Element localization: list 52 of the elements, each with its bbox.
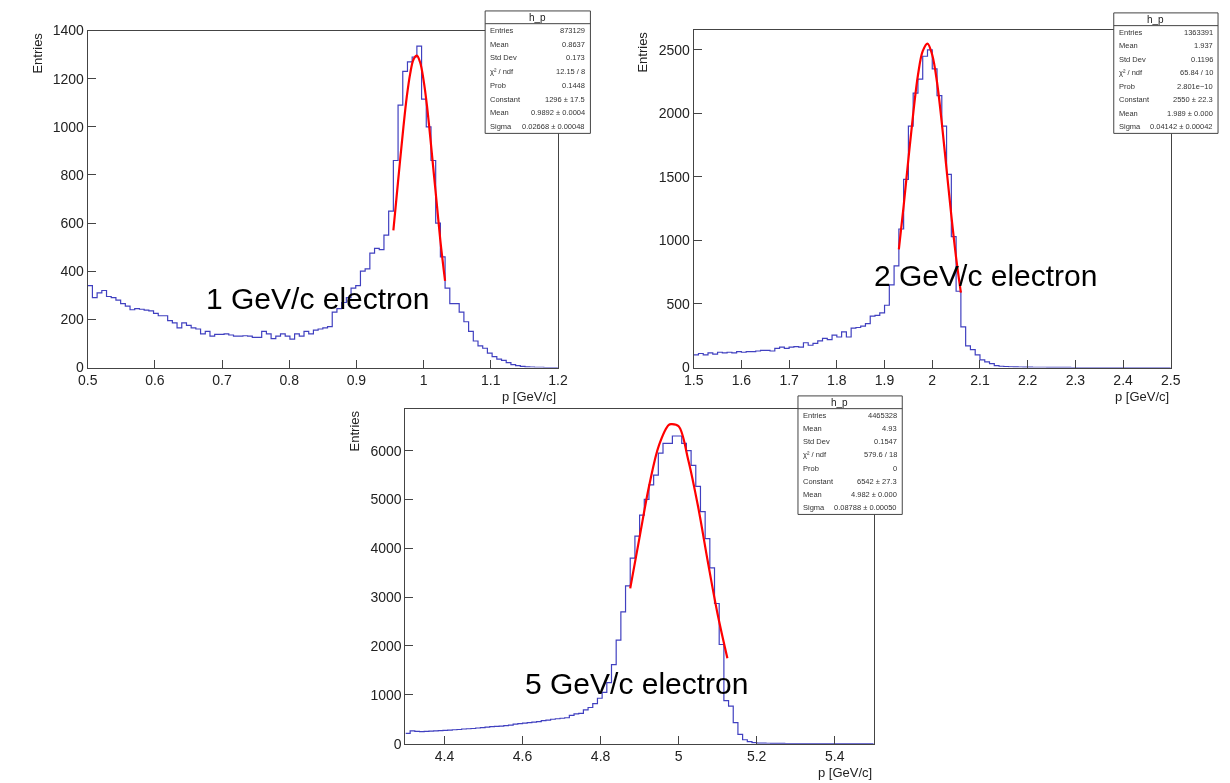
y-tick-label: 600 <box>60 214 85 231</box>
x-tick-label: 1.8 <box>827 372 847 389</box>
x-tick-label: 2.5 <box>1161 372 1181 389</box>
y-tick-label: 0 <box>393 735 402 752</box>
y-tick-label: 2500 <box>658 41 691 58</box>
annotation: 1 GeV/c electron <box>206 282 430 315</box>
x-tick-label: 4.8 <box>590 748 611 765</box>
y-tick-label: 500 <box>666 295 691 312</box>
y-tick-label: 2000 <box>658 105 691 122</box>
x-axis-title: p [GeV/c] <box>502 389 557 404</box>
x-tick-label: 5.2 <box>746 748 767 765</box>
y-tick-label: 2000 <box>370 637 402 654</box>
y-tick-label: 400 <box>60 263 85 280</box>
y-axis-title: Entries <box>635 31 651 73</box>
x-tick-label: 0.7 <box>212 372 233 389</box>
y-tick-label: 1400 <box>52 22 85 39</box>
y-tick-label: 3000 <box>370 589 402 606</box>
x-tick-label: 2 <box>928 372 937 389</box>
text: h_p <box>831 397 849 408</box>
x-tick-label: 2.2 <box>1017 372 1038 389</box>
x-axis-title: p [GeV/c] <box>1115 389 1170 404</box>
x-tick-label: 5.4 <box>824 748 845 765</box>
x-tick-label: 4.6 <box>512 748 533 765</box>
y-tick-label: 1000 <box>658 232 691 249</box>
x-tick-label: 2.4 <box>1113 372 1134 389</box>
x-tick-label: 1.1 <box>481 372 501 389</box>
y-axis-title: Entries <box>347 410 363 452</box>
x-tick-label: 1.2 <box>548 372 568 389</box>
y-tick-label: 1500 <box>658 168 691 185</box>
y-tick-label: 800 <box>60 166 85 183</box>
x-tick-label: 0.6 <box>145 372 165 389</box>
y-tick-label: 1200 <box>52 70 85 87</box>
x-axis-title: p [GeV/c] <box>818 765 873 780</box>
text: h_p <box>529 12 547 23</box>
y-tick-label: 5000 <box>370 491 402 508</box>
x-tick-label: 2.1 <box>970 372 990 389</box>
x-tick-label: 0.9 <box>346 372 367 389</box>
x-tick-label: 1.7 <box>779 372 800 389</box>
x-tick-label: 5 <box>674 748 683 765</box>
y-tick-label: 1000 <box>52 118 85 135</box>
y-tick-label: 6000 <box>370 442 402 459</box>
x-tick-label: 1 <box>419 372 428 389</box>
x-tick-label: 4.4 <box>434 748 455 765</box>
y-axis-title: Entries <box>29 32 45 74</box>
x-tick-label: 1.6 <box>731 372 752 389</box>
y-tick-label: 4000 <box>370 540 402 557</box>
y-tick-label: 1000 <box>370 686 402 703</box>
text: h_p <box>1147 14 1165 25</box>
x-tick-label: 0.8 <box>279 372 300 389</box>
x-tick-label: 1.9 <box>874 372 895 389</box>
y-tick-label: 200 <box>60 311 85 328</box>
x-tick-label: 2.3 <box>1065 372 1086 389</box>
